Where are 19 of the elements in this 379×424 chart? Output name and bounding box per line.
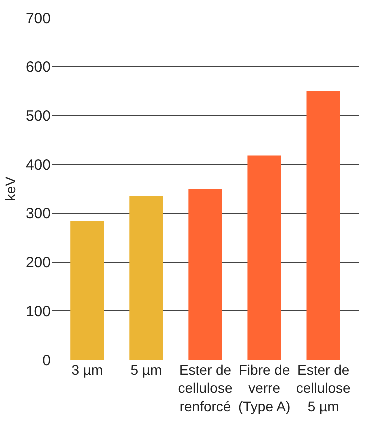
bar [306, 91, 340, 360]
y-tick-label: 200 [26, 254, 51, 272]
y-tick-label: 400 [26, 156, 51, 174]
x-tick-label: Ester de cellulose 5 µm [296, 362, 352, 414]
bar [70, 221, 104, 360]
x-tick-label: Ester de cellulose renforcé [178, 362, 233, 414]
y-tick-label: 300 [26, 206, 51, 223]
y-axis-title: keV [2, 176, 19, 202]
bar [188, 189, 222, 360]
bar [248, 156, 282, 360]
y-tick-label: 600 [26, 59, 51, 76]
x-tick-label: 5 µm [130, 362, 162, 378]
y-tick-label: 500 [26, 108, 51, 125]
x-tick-label: 3 µm [72, 362, 104, 378]
y-tick-label: 100 [26, 303, 51, 320]
y-tick-label: 700 [26, 10, 51, 28]
y-tick-label: 0 [42, 352, 51, 370]
x-tick-label: Fibre de verre (Type A) [238, 362, 291, 414]
bar [130, 196, 164, 360]
